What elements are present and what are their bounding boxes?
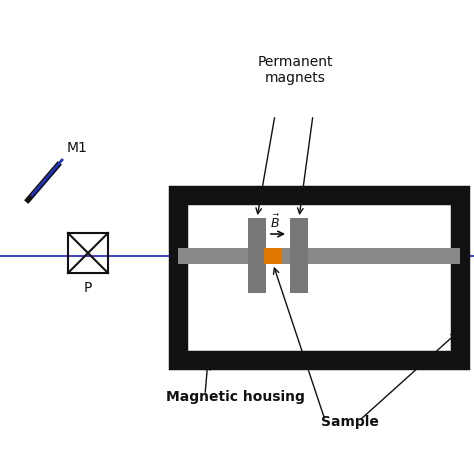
Text: Magnetic housing: Magnetic housing xyxy=(165,390,304,404)
Text: $\vec{B}$: $\vec{B}$ xyxy=(270,214,280,231)
Bar xyxy=(290,218,308,293)
Text: Sample: Sample xyxy=(321,415,379,429)
Bar xyxy=(248,218,266,293)
Bar xyxy=(68,233,108,273)
Bar xyxy=(264,248,282,264)
Text: Permanent
magnets: Permanent magnets xyxy=(257,55,333,85)
Text: M1: M1 xyxy=(67,141,88,155)
Bar xyxy=(178,195,460,360)
Text: P: P xyxy=(84,281,92,295)
Bar xyxy=(178,248,460,264)
